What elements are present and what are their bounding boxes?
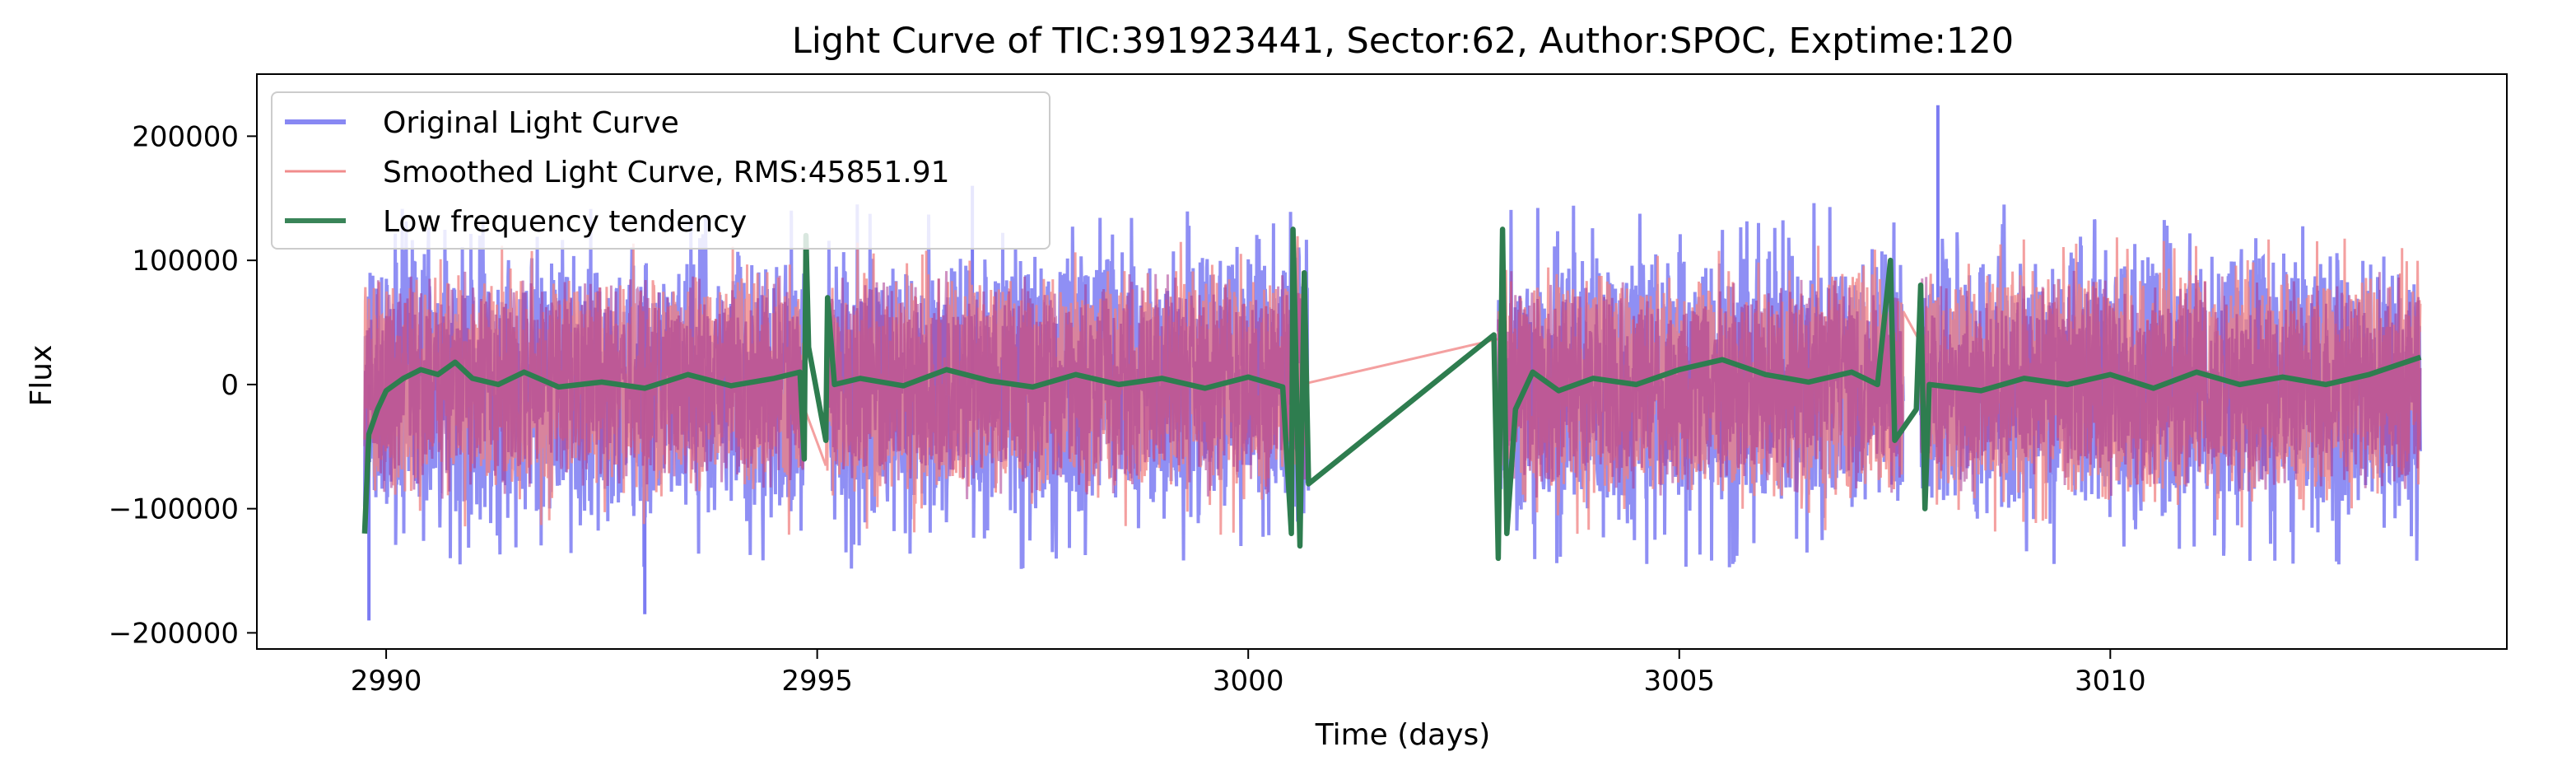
x-tick-label: 3005 bbox=[1643, 665, 1715, 698]
y-tick-label: 0 bbox=[221, 369, 239, 402]
legend-entry-1: Original Light Curve bbox=[383, 106, 679, 140]
y-tick-label: −200000 bbox=[109, 617, 239, 650]
x-tick-label: 3000 bbox=[1213, 665, 1284, 698]
legend-entry-2: Smoothed Light Curve, RMS:45851.91 bbox=[383, 156, 950, 189]
x-tick-label: 2990 bbox=[351, 665, 422, 698]
low-frequency-tendency bbox=[361, 226, 2422, 562]
x-axis-label: Time (days) bbox=[1315, 718, 1491, 752]
legend-box bbox=[271, 91, 1050, 250]
x-tick-label: 3010 bbox=[2075, 665, 2146, 698]
y-tick-label: 100000 bbox=[132, 245, 239, 278]
x-tick-label: 2995 bbox=[781, 665, 853, 698]
y-axis-label: Flux bbox=[25, 345, 58, 407]
y-tick-label: −100000 bbox=[109, 493, 239, 526]
axes-frame bbox=[256, 73, 2508, 650]
overlap-band-2 bbox=[824, 271, 1310, 500]
y-tick-label: 200000 bbox=[132, 120, 239, 153]
overlap-band-4 bbox=[1919, 270, 2422, 497]
overlap-band-1 bbox=[363, 271, 805, 499]
legend-entry-3: Low frequency tendency bbox=[383, 205, 747, 239]
original-curve-segment-4 bbox=[1919, 204, 2422, 565]
plot-area bbox=[361, 105, 2422, 621]
legend: Original Light Curve Smoothed Light Curve… bbox=[271, 91, 1050, 250]
axes: 2990 2995 3000 3005 3010 −200000 −100000 0 10000… bbox=[109, 73, 2508, 698]
overlap-band-3 bbox=[1497, 271, 1905, 498]
chart-title: Light Curve of TIC:391923441, Sector:62,… bbox=[792, 21, 2014, 62]
